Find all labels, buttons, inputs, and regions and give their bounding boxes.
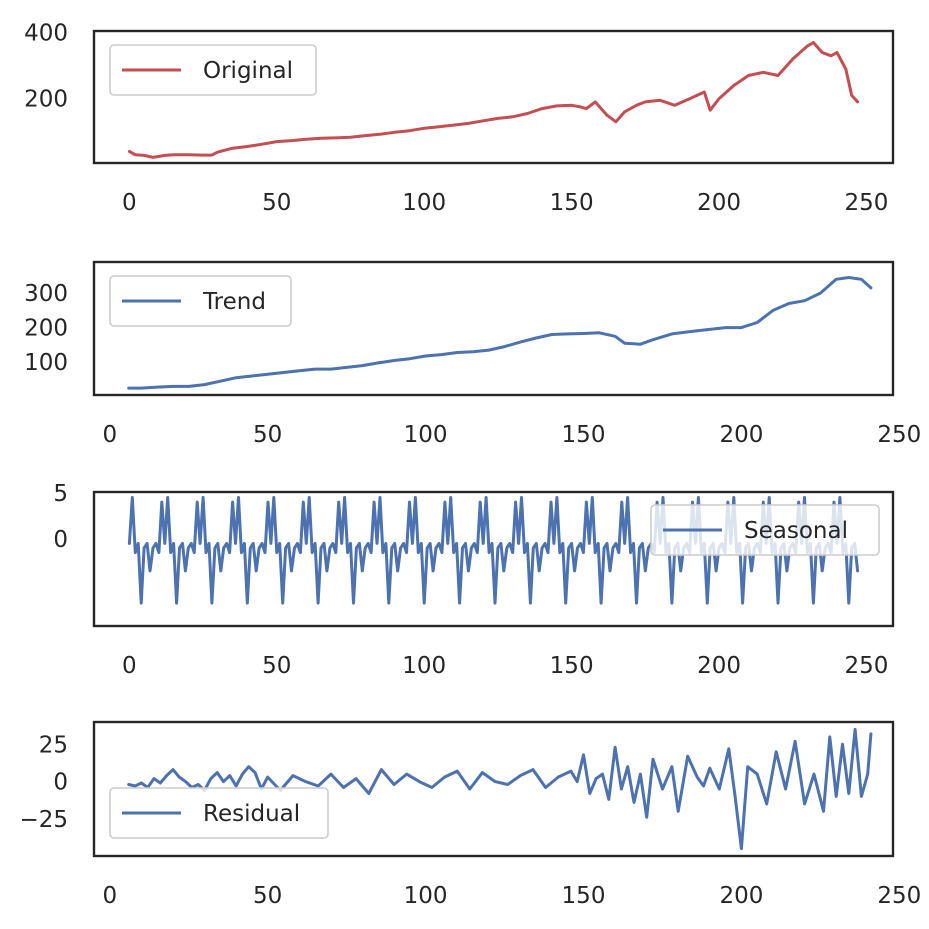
seasonal-x-tick-label: 150 bbox=[550, 653, 594, 679]
residual-y-tick-label: 25 bbox=[39, 732, 68, 758]
residual-y-tick-label: 0 bbox=[53, 770, 68, 796]
trend-legend-label: Trend bbox=[202, 289, 266, 315]
trend-x-tick-label: 200 bbox=[719, 422, 763, 448]
seasonal-x-tick-label: 0 bbox=[122, 653, 137, 679]
residual-x-tick-label: 200 bbox=[719, 883, 763, 909]
residual-x-tick-label: 100 bbox=[404, 883, 448, 909]
original-panel: 0 50 100 150 200 250 200 400 Original bbox=[24, 21, 895, 216]
seasonal-x-tick-label: 250 bbox=[845, 653, 889, 679]
original-legend-label: Original bbox=[203, 58, 293, 84]
residual-x-tick-label: 0 bbox=[102, 883, 117, 909]
seasonal-legend: Seasonal bbox=[650, 504, 880, 556]
seasonal-x-tick-label: 100 bbox=[402, 653, 446, 679]
trend-y-tick-label: 200 bbox=[24, 316, 68, 342]
trend-x-tick-label: 0 bbox=[102, 422, 117, 448]
original-legend: Original bbox=[109, 44, 317, 96]
trend-legend: Trend bbox=[109, 275, 292, 327]
residual-x-tick-label: 150 bbox=[562, 883, 606, 909]
seasonal-x-tick-label: 200 bbox=[697, 653, 741, 679]
original-axes-frame bbox=[92, 29, 895, 165]
trend-axes-frame bbox=[92, 260, 895, 397]
original-y-tick-label: 200 bbox=[24, 87, 68, 113]
trend-x-tick-label: 100 bbox=[404, 422, 448, 448]
trend-y-tick-label: 100 bbox=[24, 350, 68, 376]
trend-panel: 0 50 100 150 200 250 100 200 300 Trend bbox=[24, 260, 921, 448]
residual-legend: Residual bbox=[109, 787, 329, 839]
residual-legend-box bbox=[109, 787, 329, 839]
seasonal-x-tick-label: 50 bbox=[262, 653, 291, 679]
seasonal-axes-frame bbox=[92, 490, 895, 628]
seasonal-y-tick-label: 5 bbox=[53, 481, 68, 507]
residual-x-tick-label: 50 bbox=[253, 883, 282, 909]
trend-x-tick-label: 150 bbox=[562, 422, 606, 448]
residual-panel: 0 50 100 150 200 250 −25 0 25 Residual bbox=[19, 720, 921, 909]
residual-legend-label: Residual bbox=[203, 801, 300, 827]
original-x-tick-label: 250 bbox=[845, 190, 889, 216]
original-x-tick-label: 200 bbox=[697, 190, 741, 216]
residual-y-tick-label: −25 bbox=[19, 807, 68, 833]
seasonal-legend-label: Seasonal bbox=[744, 518, 848, 544]
seasonal-panel: 0 50 100 150 200 250 0 5 Seasonal bbox=[53, 481, 895, 679]
original-series-line bbox=[127, 41, 860, 159]
seasonal-legend-box bbox=[650, 504, 880, 556]
residual-x-tick-label: 250 bbox=[877, 883, 921, 909]
original-x-tick-label: 100 bbox=[402, 190, 446, 216]
original-y-tick-label: 400 bbox=[24, 21, 68, 47]
trend-y-tick-label: 300 bbox=[24, 281, 68, 307]
residual-axes-frame bbox=[92, 720, 895, 858]
original-x-tick-label: 0 bbox=[122, 190, 137, 216]
original-x-tick-label: 150 bbox=[550, 190, 594, 216]
residual-series-line bbox=[127, 727, 873, 851]
trend-series-line bbox=[127, 276, 873, 390]
original-x-tick-label: 50 bbox=[262, 190, 291, 216]
original-legend-box bbox=[109, 44, 317, 96]
trend-x-tick-label: 50 bbox=[253, 422, 282, 448]
trend-x-tick-label: 250 bbox=[877, 422, 921, 448]
trend-legend-box bbox=[109, 275, 292, 327]
seasonal-y-tick-label: 0 bbox=[53, 527, 68, 553]
